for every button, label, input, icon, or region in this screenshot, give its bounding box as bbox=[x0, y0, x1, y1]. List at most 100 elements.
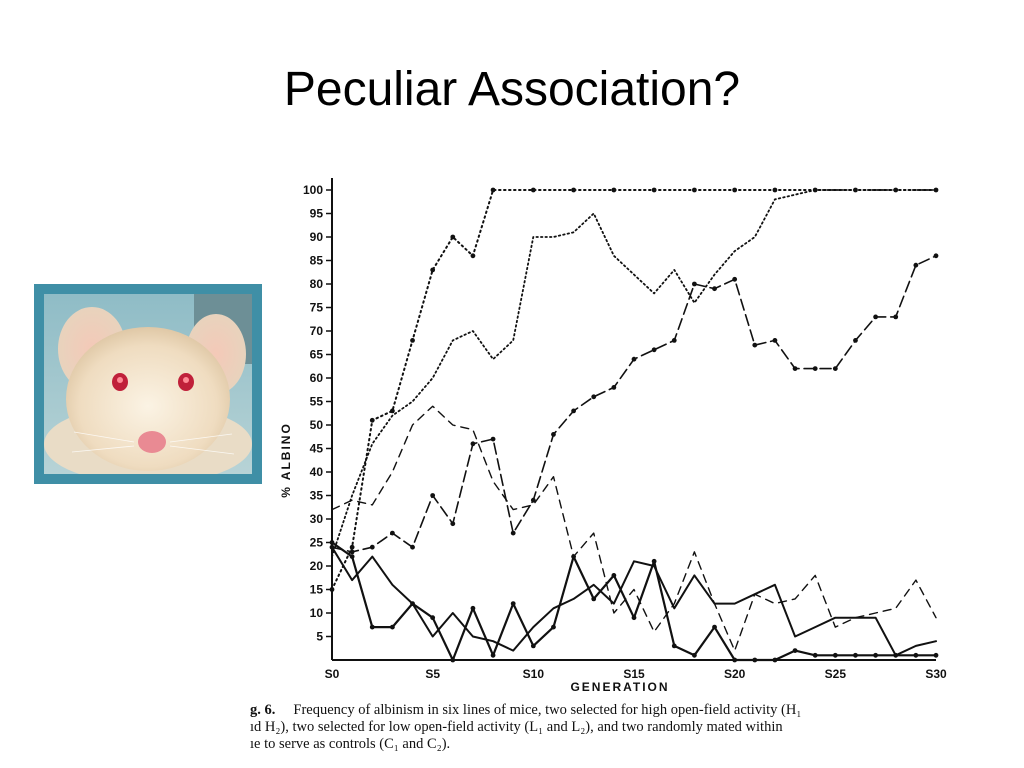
series-6-point bbox=[651, 558, 657, 564]
y-tick-label: 40 bbox=[310, 465, 324, 479]
series-3-point bbox=[571, 408, 576, 414]
y-tick-label: 80 bbox=[310, 277, 324, 291]
series-3-point bbox=[490, 436, 496, 442]
series-5-line bbox=[331, 546, 937, 657]
series-3-point bbox=[349, 549, 355, 555]
series-1-point bbox=[349, 544, 355, 550]
series-3-point bbox=[812, 366, 818, 371]
series-6-point bbox=[551, 624, 556, 630]
series-2-line bbox=[331, 189, 937, 558]
series-6-point bbox=[390, 624, 395, 630]
caption-line-3: ıe to serve as controls (C₁ and C₂). bbox=[250, 736, 451, 752]
slide-title: Peculiar Association? bbox=[283, 63, 741, 116]
series-3-point bbox=[369, 544, 375, 550]
series-6-point bbox=[631, 615, 637, 621]
series-6-point bbox=[369, 624, 375, 630]
series-1-point bbox=[329, 587, 335, 592]
series-1-point bbox=[692, 187, 697, 193]
series-6-point bbox=[470, 605, 476, 611]
y-tick-label: 10 bbox=[310, 606, 324, 620]
x-axis-label: GENERATION bbox=[570, 680, 669, 694]
series-6-point bbox=[692, 652, 697, 658]
y-tick-label: 95 bbox=[310, 207, 324, 221]
series-6-point bbox=[490, 652, 496, 658]
series-1-point bbox=[732, 187, 738, 193]
series-1-line bbox=[331, 189, 937, 591]
series-3-point bbox=[853, 338, 858, 343]
series-1-point bbox=[490, 187, 496, 193]
series-6-point bbox=[812, 652, 818, 658]
y-tick-label: 30 bbox=[310, 512, 324, 526]
series-3-point bbox=[772, 338, 778, 343]
series-6-point bbox=[329, 540, 335, 545]
y-tick-label: 90 bbox=[310, 230, 324, 244]
series-6-point bbox=[611, 573, 617, 578]
caption-label: g. 6. bbox=[250, 702, 276, 718]
series-1-point bbox=[651, 187, 657, 193]
series-3-point bbox=[450, 521, 456, 527]
series-6-point bbox=[430, 615, 436, 621]
series-3-point bbox=[792, 366, 798, 371]
y-tick-label: 45 bbox=[310, 442, 324, 456]
series-1-point bbox=[390, 408, 395, 414]
x-tick-label: S25 bbox=[825, 667, 847, 681]
x-tick-label: S15 bbox=[623, 667, 645, 681]
series-1-point bbox=[410, 338, 415, 343]
series-3-point bbox=[430, 493, 436, 498]
series-6-point bbox=[873, 652, 878, 658]
y-tick-label: 25 bbox=[310, 536, 324, 550]
series-3-point bbox=[732, 276, 738, 282]
y-axis-label: % ALBINO bbox=[279, 422, 293, 498]
series-3-point bbox=[530, 497, 536, 503]
series-6-point bbox=[893, 652, 899, 658]
series-3-point bbox=[510, 530, 516, 536]
series-3-point bbox=[651, 347, 657, 353]
series-1-point bbox=[470, 253, 476, 259]
x-tick-label: S5 bbox=[425, 667, 440, 681]
series-3-point bbox=[913, 262, 919, 268]
figure-caption: g. 6. Frequency of albinism in six lines … bbox=[250, 702, 1020, 753]
series-6-point bbox=[410, 601, 415, 606]
y-tick-label: 55 bbox=[310, 395, 324, 409]
y-tick-label: 15 bbox=[310, 583, 324, 597]
series-3-line bbox=[331, 255, 937, 553]
series-6-point bbox=[792, 648, 798, 653]
series-6-point bbox=[510, 601, 516, 606]
caption-line-2: ıd H₂), two selected for low open-field … bbox=[250, 719, 783, 735]
series-1-point bbox=[571, 187, 576, 193]
series-6-point bbox=[732, 657, 738, 663]
series-3-point bbox=[712, 286, 717, 292]
x-tick-label: S0 bbox=[325, 667, 340, 681]
y-tick-label: 50 bbox=[310, 418, 324, 432]
series-6-point bbox=[772, 657, 778, 663]
series-1-point bbox=[530, 187, 536, 193]
series-3-point bbox=[893, 314, 899, 320]
y-tick-label: 20 bbox=[310, 559, 324, 573]
series-6-point bbox=[832, 652, 838, 658]
caption-line-1: g. 6. Frequency of albinism in six lines … bbox=[250, 702, 1020, 719]
series-6-point bbox=[712, 624, 717, 630]
series-3-point bbox=[611, 385, 617, 390]
series-3-point bbox=[933, 253, 939, 259]
series-6-point bbox=[591, 596, 597, 602]
y-tick-label: 100 bbox=[303, 183, 323, 197]
series-3-point bbox=[832, 366, 838, 371]
chart-ticks: 5 10 15 20 25 30 35 40 45 50 55 60 65 70 75 80 85 90 95 100… bbox=[303, 183, 947, 681]
y-tick-label: 75 bbox=[310, 301, 324, 315]
albino-mouse-image bbox=[44, 294, 252, 474]
series-6-point bbox=[349, 554, 355, 559]
series-3-point bbox=[873, 314, 878, 320]
chart-axes bbox=[331, 178, 936, 661]
y-tick-label: 5 bbox=[316, 630, 323, 644]
series-1-point bbox=[772, 187, 778, 193]
y-tick-label: 65 bbox=[310, 348, 324, 362]
y-tick-label: 85 bbox=[310, 254, 324, 268]
series-6-point bbox=[752, 657, 758, 663]
series-6-point bbox=[671, 643, 677, 649]
series-3-point bbox=[671, 338, 677, 343]
series-3-point bbox=[551, 432, 556, 437]
y-tick-label: 35 bbox=[310, 489, 324, 503]
series-1-point bbox=[450, 234, 456, 240]
series-6-point bbox=[450, 657, 456, 663]
albinism-line-chart: 5 10 15 20 25 30 35 40 45 50 55 60 65 70 75 80 85 90 95 100… bbox=[279, 178, 947, 694]
